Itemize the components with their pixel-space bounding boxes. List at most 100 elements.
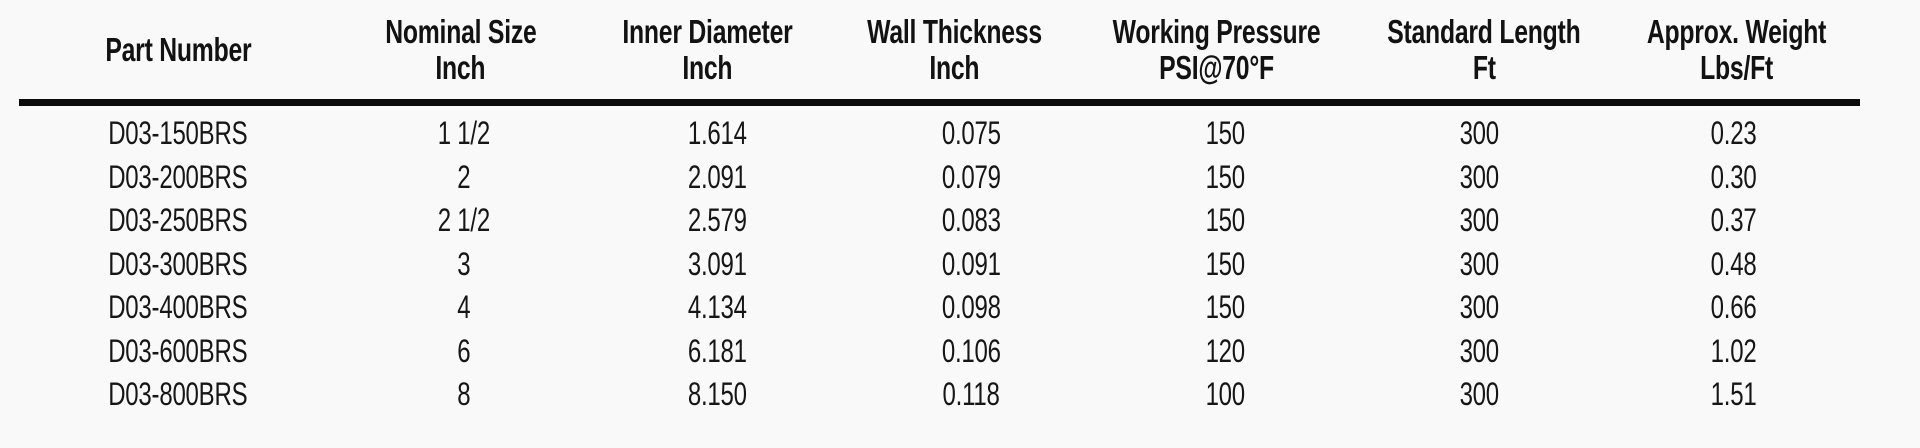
cell-nominal-size: 3: [337, 246, 591, 283]
cell-standard-length: 300: [1352, 376, 1606, 413]
cell-value: 8: [457, 376, 471, 413]
cell-value: 300: [1459, 158, 1500, 195]
cell-wall-thickness: 0.118: [845, 376, 1099, 413]
cell-working-pressure: 150: [1098, 159, 1352, 196]
header-line-1: Part Number: [104, 30, 252, 68]
cell-value: 150: [1205, 289, 1246, 326]
table-body: D03-150BRS 1 1/2 1.614 0.075 150 300 0.23 D03-2…: [19, 106, 1860, 417]
cell-working-pressure: 100: [1098, 376, 1352, 413]
table-row: D03-300BRS 3 3.091 0.091 150 300 0.48: [19, 243, 1860, 287]
table-header-row: Part Number Nominal Size Inch Inner Diamete…: [19, 0, 1860, 99]
cell-nominal-size: 8: [337, 376, 591, 413]
cell-value: 0.079: [942, 158, 1002, 195]
cell-nominal-size: 6: [337, 333, 591, 370]
cell-wall-thickness: 0.075: [845, 115, 1099, 152]
cell-value: 300: [1459, 289, 1500, 326]
cell-value: 6.181: [688, 332, 748, 369]
header-cell-part-number: Part Number: [19, 30, 337, 68]
cell-nominal-size: 1 1/2: [337, 115, 591, 152]
cell-value: 2 1/2: [437, 202, 491, 239]
cell-value: 100: [1205, 376, 1246, 413]
cell-value: 300: [1459, 332, 1500, 369]
cell-part-number: D03-150BRS: [19, 115, 337, 152]
cell-value: 4.134: [688, 289, 748, 326]
cell-value: 3: [457, 245, 471, 282]
header-line-1: Inner Diameter: [622, 12, 793, 50]
header-line-1: Wall Thickness: [867, 12, 1043, 50]
header-line-1: Standard Length: [1387, 12, 1581, 50]
cell-approx-weight: 0.66: [1606, 289, 1860, 326]
header-rule: [19, 99, 1860, 106]
cell-working-pressure: 150: [1098, 246, 1352, 283]
cell-nominal-size: 2 1/2: [337, 202, 591, 239]
cell-value: D03-200BRS: [108, 158, 248, 195]
cell-working-pressure: 150: [1098, 289, 1352, 326]
header-cell-inner-diameter: Inner Diameter Inch: [584, 12, 831, 86]
header-line-2: Inch: [435, 48, 486, 86]
cell-value: 0.106: [942, 332, 1002, 369]
header-cell-standard-length: Standard Length Ft: [1355, 12, 1613, 86]
table-row: D03-200BRS 2 2.091 0.079 150 300 0.30: [19, 156, 1860, 200]
cell-inner-diameter: 2.579: [591, 202, 845, 239]
cell-value: 8.150: [688, 376, 748, 413]
cell-inner-diameter: 6.181: [591, 333, 845, 370]
header-line-1: Working Pressure: [1112, 12, 1321, 50]
cell-value: 1.614: [688, 115, 748, 152]
cell-part-number: D03-300BRS: [19, 246, 337, 283]
header-line-2: PSI@70°F: [1159, 48, 1275, 86]
cell-nominal-size: 4: [337, 289, 591, 326]
cell-part-number: D03-600BRS: [19, 333, 337, 370]
cell-part-number: D03-200BRS: [19, 159, 337, 196]
cell-nominal-size: 2: [337, 159, 591, 196]
cell-inner-diameter: 3.091: [591, 246, 845, 283]
cell-approx-weight: 1.02: [1606, 333, 1860, 370]
table-row: D03-800BRS 8 8.150 0.118 100 300 1.51: [19, 373, 1860, 417]
cell-value: 2.579: [688, 202, 748, 239]
cell-value: 2: [457, 158, 471, 195]
cell-approx-weight: 0.30: [1606, 159, 1860, 196]
cell-wall-thickness: 0.083: [845, 202, 1099, 239]
cell-standard-length: 300: [1352, 202, 1606, 239]
cell-standard-length: 300: [1352, 289, 1606, 326]
cell-value: D03-600BRS: [108, 332, 248, 369]
cell-value: 150: [1205, 115, 1246, 152]
cell-value: 300: [1459, 376, 1500, 413]
cell-part-number: D03-400BRS: [19, 289, 337, 326]
cell-value: 0.118: [942, 376, 1001, 413]
cell-approx-weight: 1.51: [1606, 376, 1860, 413]
header-cell-nominal-size: Nominal Size Inch: [337, 13, 584, 86]
header-line-2: Inch: [929, 48, 980, 86]
cell-value: 6: [457, 332, 471, 369]
cell-value: 1.51: [1710, 376, 1756, 413]
header-line-2: Ft: [1472, 48, 1496, 86]
header-cell-wall-thickness: Wall Thickness Inch: [831, 12, 1078, 86]
header-cell-working-pressure: Working Pressure PSI@70°F: [1078, 12, 1355, 86]
cell-value: 0.091: [942, 245, 1002, 282]
cell-value: 0.66: [1710, 289, 1756, 326]
cell-approx-weight: 0.48: [1606, 246, 1860, 283]
cell-value: 0.37: [1710, 202, 1756, 239]
cell-value: 4: [457, 289, 471, 326]
table-row: D03-600BRS 6 6.181 0.106 120 300 1.02: [19, 330, 1860, 374]
cell-approx-weight: 0.37: [1606, 202, 1860, 239]
cell-value: D03-150BRS: [108, 115, 248, 152]
header-line-1: Approx. Weight: [1646, 12, 1827, 50]
cell-working-pressure: 150: [1098, 202, 1352, 239]
cell-value: 0.083: [942, 202, 1002, 239]
cell-value: 300: [1459, 202, 1500, 239]
cell-inner-diameter: 2.091: [591, 159, 845, 196]
cell-value: 150: [1205, 158, 1246, 195]
cell-approx-weight: 0.23: [1606, 115, 1860, 152]
cell-inner-diameter: 4.134: [591, 289, 845, 326]
table-row: D03-150BRS 1 1/2 1.614 0.075 150 300 0.23: [19, 112, 1860, 156]
cell-value: 150: [1205, 202, 1246, 239]
cell-value: 0.48: [1710, 245, 1756, 282]
table-row: D03-250BRS 2 1/2 2.579 0.083 150 300 0.37: [19, 199, 1860, 243]
cell-value: 150: [1205, 245, 1246, 282]
cell-part-number: D03-250BRS: [19, 202, 337, 239]
cell-value: 3.091: [688, 245, 748, 282]
cell-standard-length: 300: [1352, 115, 1606, 152]
cell-value: D03-300BRS: [108, 245, 248, 282]
cell-working-pressure: 150: [1098, 115, 1352, 152]
header-line-2: Lbs/Ft: [1700, 48, 1773, 86]
